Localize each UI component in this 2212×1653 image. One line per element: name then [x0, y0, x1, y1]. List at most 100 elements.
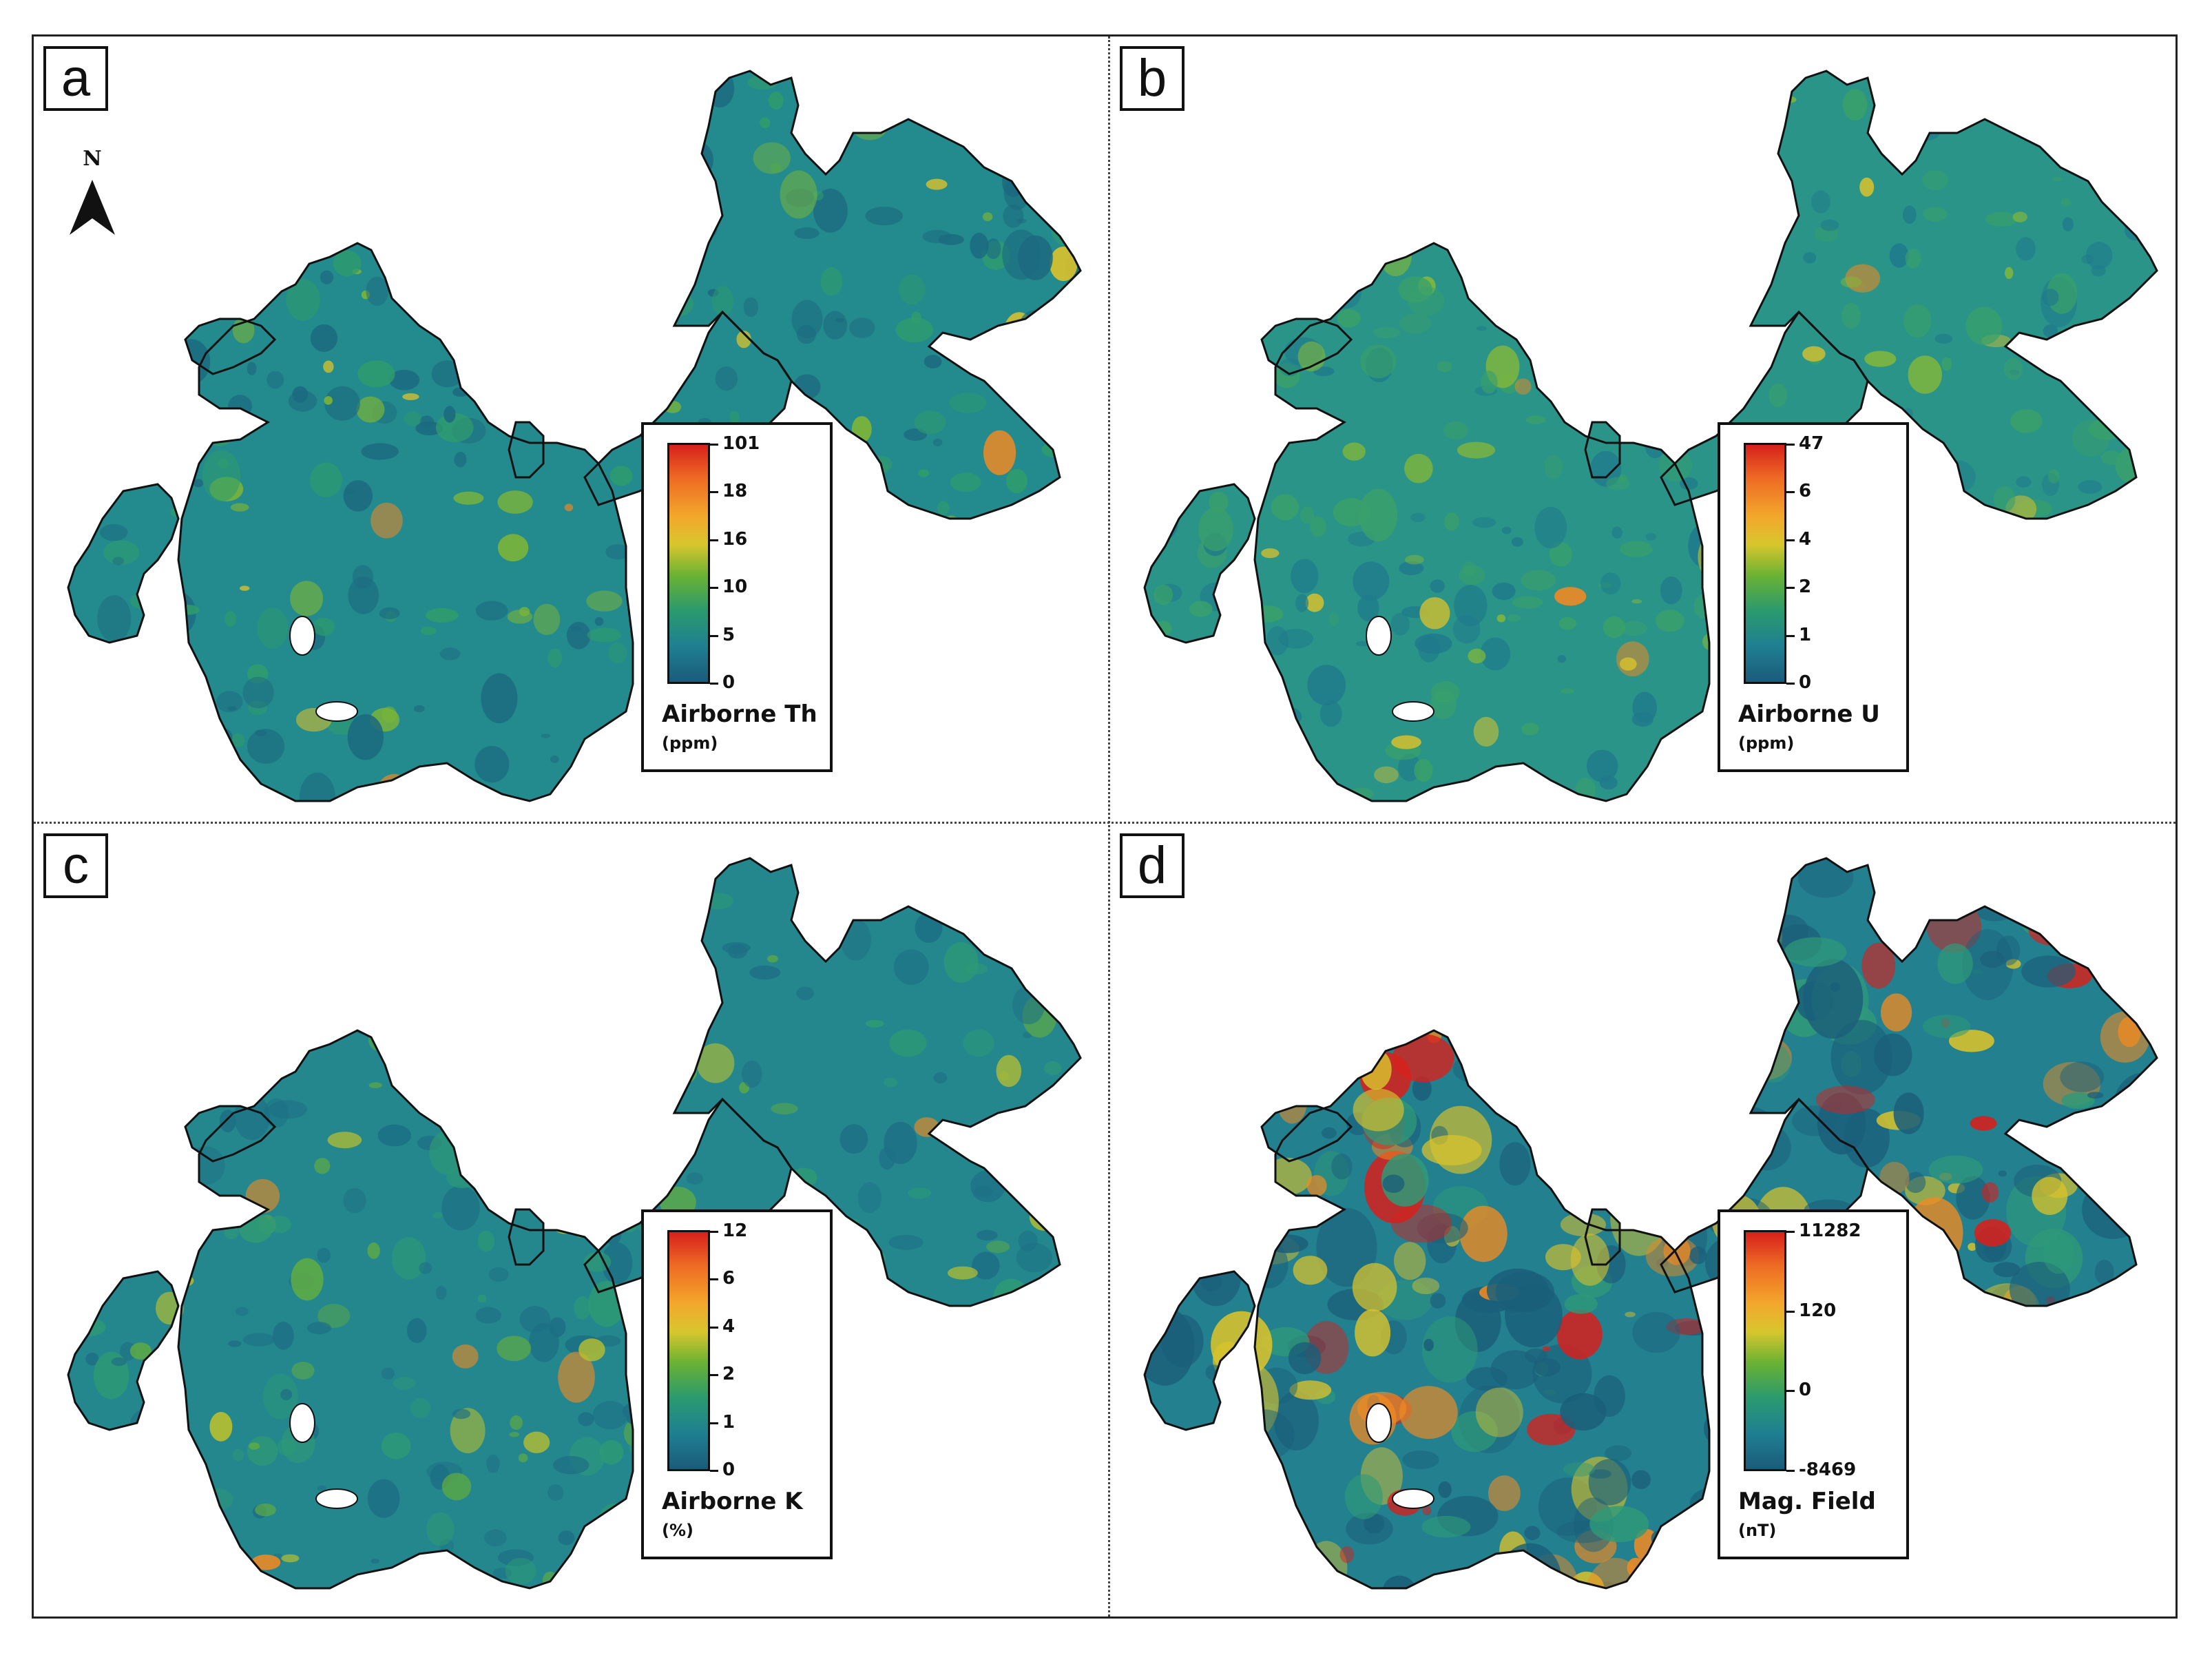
legend-tick — [1786, 1310, 1795, 1313]
map-texture-blob — [1603, 616, 1626, 638]
map-texture-blob — [973, 901, 1002, 925]
map-texture-blob — [34, 1547, 59, 1568]
map-texture-blob — [1417, 1213, 1468, 1244]
map-texture-blob — [1904, 91, 1939, 129]
map-texture-blob — [255, 729, 267, 736]
map-texture-blob — [982, 1408, 999, 1420]
map-texture-blob — [1145, 1284, 1169, 1336]
map-texture-blob — [1430, 689, 1457, 720]
map-texture-blob — [948, 767, 960, 782]
map-texture-blob — [736, 331, 751, 349]
map-texture-blob — [1173, 344, 1185, 349]
map-texture-blob — [1979, 37, 1990, 44]
map-texture-blob — [458, 863, 491, 877]
map-texture-blob — [858, 71, 896, 81]
map-texture-blob — [1563, 1462, 1596, 1477]
map-texture-blob — [749, 965, 781, 980]
map-texture-blob — [1317, 243, 1342, 256]
map-texture-blob — [1895, 935, 1907, 945]
map-texture-blob — [1609, 971, 1642, 987]
map-texture-blob — [268, 1216, 291, 1234]
map-texture-blob — [1511, 858, 1552, 890]
map-texture-blob — [1145, 1429, 1150, 1434]
map-texture-blob — [1532, 931, 1547, 947]
map-texture-blob — [1465, 964, 1496, 980]
map-texture-blob — [2167, 1373, 2181, 1387]
map-texture-blob — [2032, 858, 2087, 861]
map-texture-blob — [137, 777, 169, 801]
map-texture-blob — [1641, 79, 1671, 101]
map-texture-blob — [452, 1344, 479, 1369]
panel-letter: d — [1120, 833, 1185, 898]
map-texture-blob — [922, 229, 952, 244]
map-texture-blob — [829, 568, 864, 585]
map-texture-blob — [68, 1432, 75, 1453]
map-texture-blob — [1242, 39, 1267, 65]
map-texture-blob — [171, 339, 211, 384]
map-texture-blob — [1280, 1545, 1312, 1567]
map-texture-blob — [2023, 1578, 2047, 1588]
map-texture-blob — [391, 1237, 426, 1280]
map-texture-blob — [1658, 1527, 1693, 1545]
map-texture-blob — [1728, 979, 1754, 1010]
map-texture-blob — [76, 341, 106, 364]
map-texture-blob — [87, 998, 125, 1044]
map-texture-blob — [2126, 1415, 2157, 1461]
map-texture-blob — [1195, 1146, 1237, 1169]
map-texture-blob — [216, 691, 243, 713]
map-texture-blob — [1309, 111, 1327, 126]
map-texture-blob — [435, 900, 468, 923]
map-texture-blob — [895, 318, 934, 343]
map-texture-blob — [2119, 1462, 2157, 1519]
map-texture-blob — [76, 310, 89, 318]
map-texture-blob — [419, 415, 434, 428]
map-texture-blob — [100, 523, 128, 541]
map-texture-blob — [488, 71, 525, 85]
map-texture-blob — [516, 997, 552, 1020]
map-texture-blob — [1578, 74, 1600, 94]
map-texture-blob — [866, 824, 888, 832]
map-texture-blob — [1221, 279, 1233, 293]
map-texture-blob — [1419, 597, 1450, 630]
map-texture-blob — [1465, 1366, 1507, 1391]
map-texture-blob — [2163, 618, 2172, 627]
map-texture-blob — [714, 1591, 736, 1607]
map-texture-blob — [1655, 610, 1684, 632]
map-texture-blob — [2049, 1408, 2097, 1448]
map-texture-blob — [545, 79, 574, 102]
map-texture-blob — [187, 1146, 225, 1185]
map-texture-blob — [1745, 980, 1757, 995]
map-texture-blob — [1208, 1030, 1227, 1053]
map-texture-blob — [1707, 1081, 1732, 1101]
map-texture-blob — [559, 186, 592, 218]
map-texture-blob — [507, 610, 533, 624]
map-texture-blob — [112, 1176, 151, 1203]
map-texture-blob — [207, 1073, 216, 1082]
map-texture-blob — [937, 501, 950, 516]
coastline — [508, 421, 545, 479]
map-texture-blob — [406, 1318, 427, 1343]
map-texture-blob — [547, 648, 563, 668]
map-texture-blob — [1411, 192, 1445, 214]
map-texture-blob — [96, 129, 116, 147]
coastline — [67, 1270, 180, 1431]
map-texture-blob — [1605, 1077, 1646, 1121]
map-texture-blob — [901, 1559, 932, 1588]
map-texture-blob — [439, 647, 461, 661]
map-texture-blob — [635, 948, 655, 976]
map-texture-blob — [853, 1260, 879, 1287]
map-texture-blob — [1433, 119, 1469, 138]
map-texture-blob — [1996, 935, 2021, 966]
map-texture-blob — [1521, 722, 1539, 736]
panel-letter: a — [43, 46, 108, 111]
map-texture-blob — [281, 1554, 300, 1563]
legend-tick — [1786, 1231, 1795, 1233]
map-texture-blob — [994, 92, 1006, 102]
map-texture-blob — [1957, 619, 1981, 634]
map-texture-blob — [1145, 616, 1147, 646]
map-texture-blob — [2021, 1517, 2065, 1554]
map-texture-blob — [1404, 453, 1433, 484]
map-texture-blob — [1300, 506, 1315, 524]
map-texture-blob — [1225, 1436, 1249, 1466]
map-texture-blob — [616, 1103, 635, 1126]
